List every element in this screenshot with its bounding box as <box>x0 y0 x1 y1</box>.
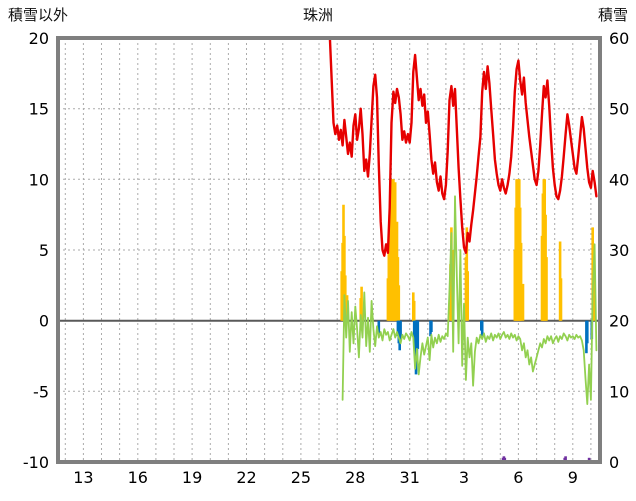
svg-text:16: 16 <box>128 468 148 487</box>
svg-text:19: 19 <box>182 468 202 487</box>
svg-text:60: 60 <box>609 29 629 48</box>
svg-text:5: 5 <box>39 241 49 260</box>
svg-text:10: 10 <box>29 170 49 189</box>
svg-text:9: 9 <box>568 468 578 487</box>
svg-text:0: 0 <box>39 312 49 331</box>
svg-text:50: 50 <box>609 100 629 119</box>
right-axis-title: 積雪 <box>597 6 628 24</box>
svg-text:28: 28 <box>345 468 365 487</box>
svg-text:20: 20 <box>609 312 629 331</box>
svg-text:31: 31 <box>400 468 420 487</box>
chart-title: 珠洲 <box>302 6 333 24</box>
svg-text:15: 15 <box>29 100 49 119</box>
svg-text:25: 25 <box>291 468 311 487</box>
svg-text:30: 30 <box>609 241 629 260</box>
svg-text:-10: -10 <box>23 453 49 472</box>
svg-text:3: 3 <box>459 468 469 487</box>
svg-text:0: 0 <box>609 453 619 472</box>
svg-text:-5: -5 <box>33 382 49 401</box>
svg-text:13: 13 <box>73 468 93 487</box>
svg-text:22: 22 <box>236 468 256 487</box>
svg-text:20: 20 <box>29 29 49 48</box>
left-axis-title: 積雪以外 <box>8 6 69 24</box>
svg-text:10: 10 <box>609 382 629 401</box>
svg-text:6: 6 <box>513 468 523 487</box>
svg-text:40: 40 <box>609 170 629 189</box>
